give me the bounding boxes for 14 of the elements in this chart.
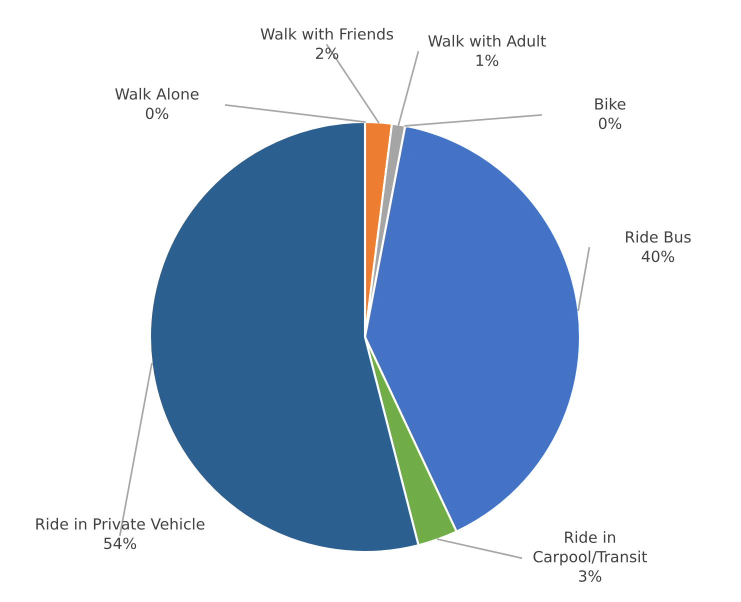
slice-label: Walk with Friends bbox=[260, 28, 394, 40]
data-label: 1% bbox=[476, 54, 498, 66]
data-label: 2% bbox=[316, 48, 338, 60]
data-label: 54% bbox=[104, 538, 136, 550]
category-label: Walk Alone bbox=[115, 88, 198, 100]
data-label: 40% bbox=[642, 250, 674, 262]
slice-label: Ride in Private Vehicle bbox=[36, 518, 204, 530]
text: 0% bbox=[146, 108, 168, 120]
category-label: Bike bbox=[595, 98, 626, 110]
text: 0% bbox=[598, 118, 622, 130]
slice-label: Walk with Adult bbox=[428, 34, 546, 47]
slice-label: Ride in Carpool/Transit bbox=[534, 531, 647, 566]
data-label: 3% bbox=[579, 570, 602, 582]
slice-label: Ride Bus bbox=[626, 230, 691, 243]
